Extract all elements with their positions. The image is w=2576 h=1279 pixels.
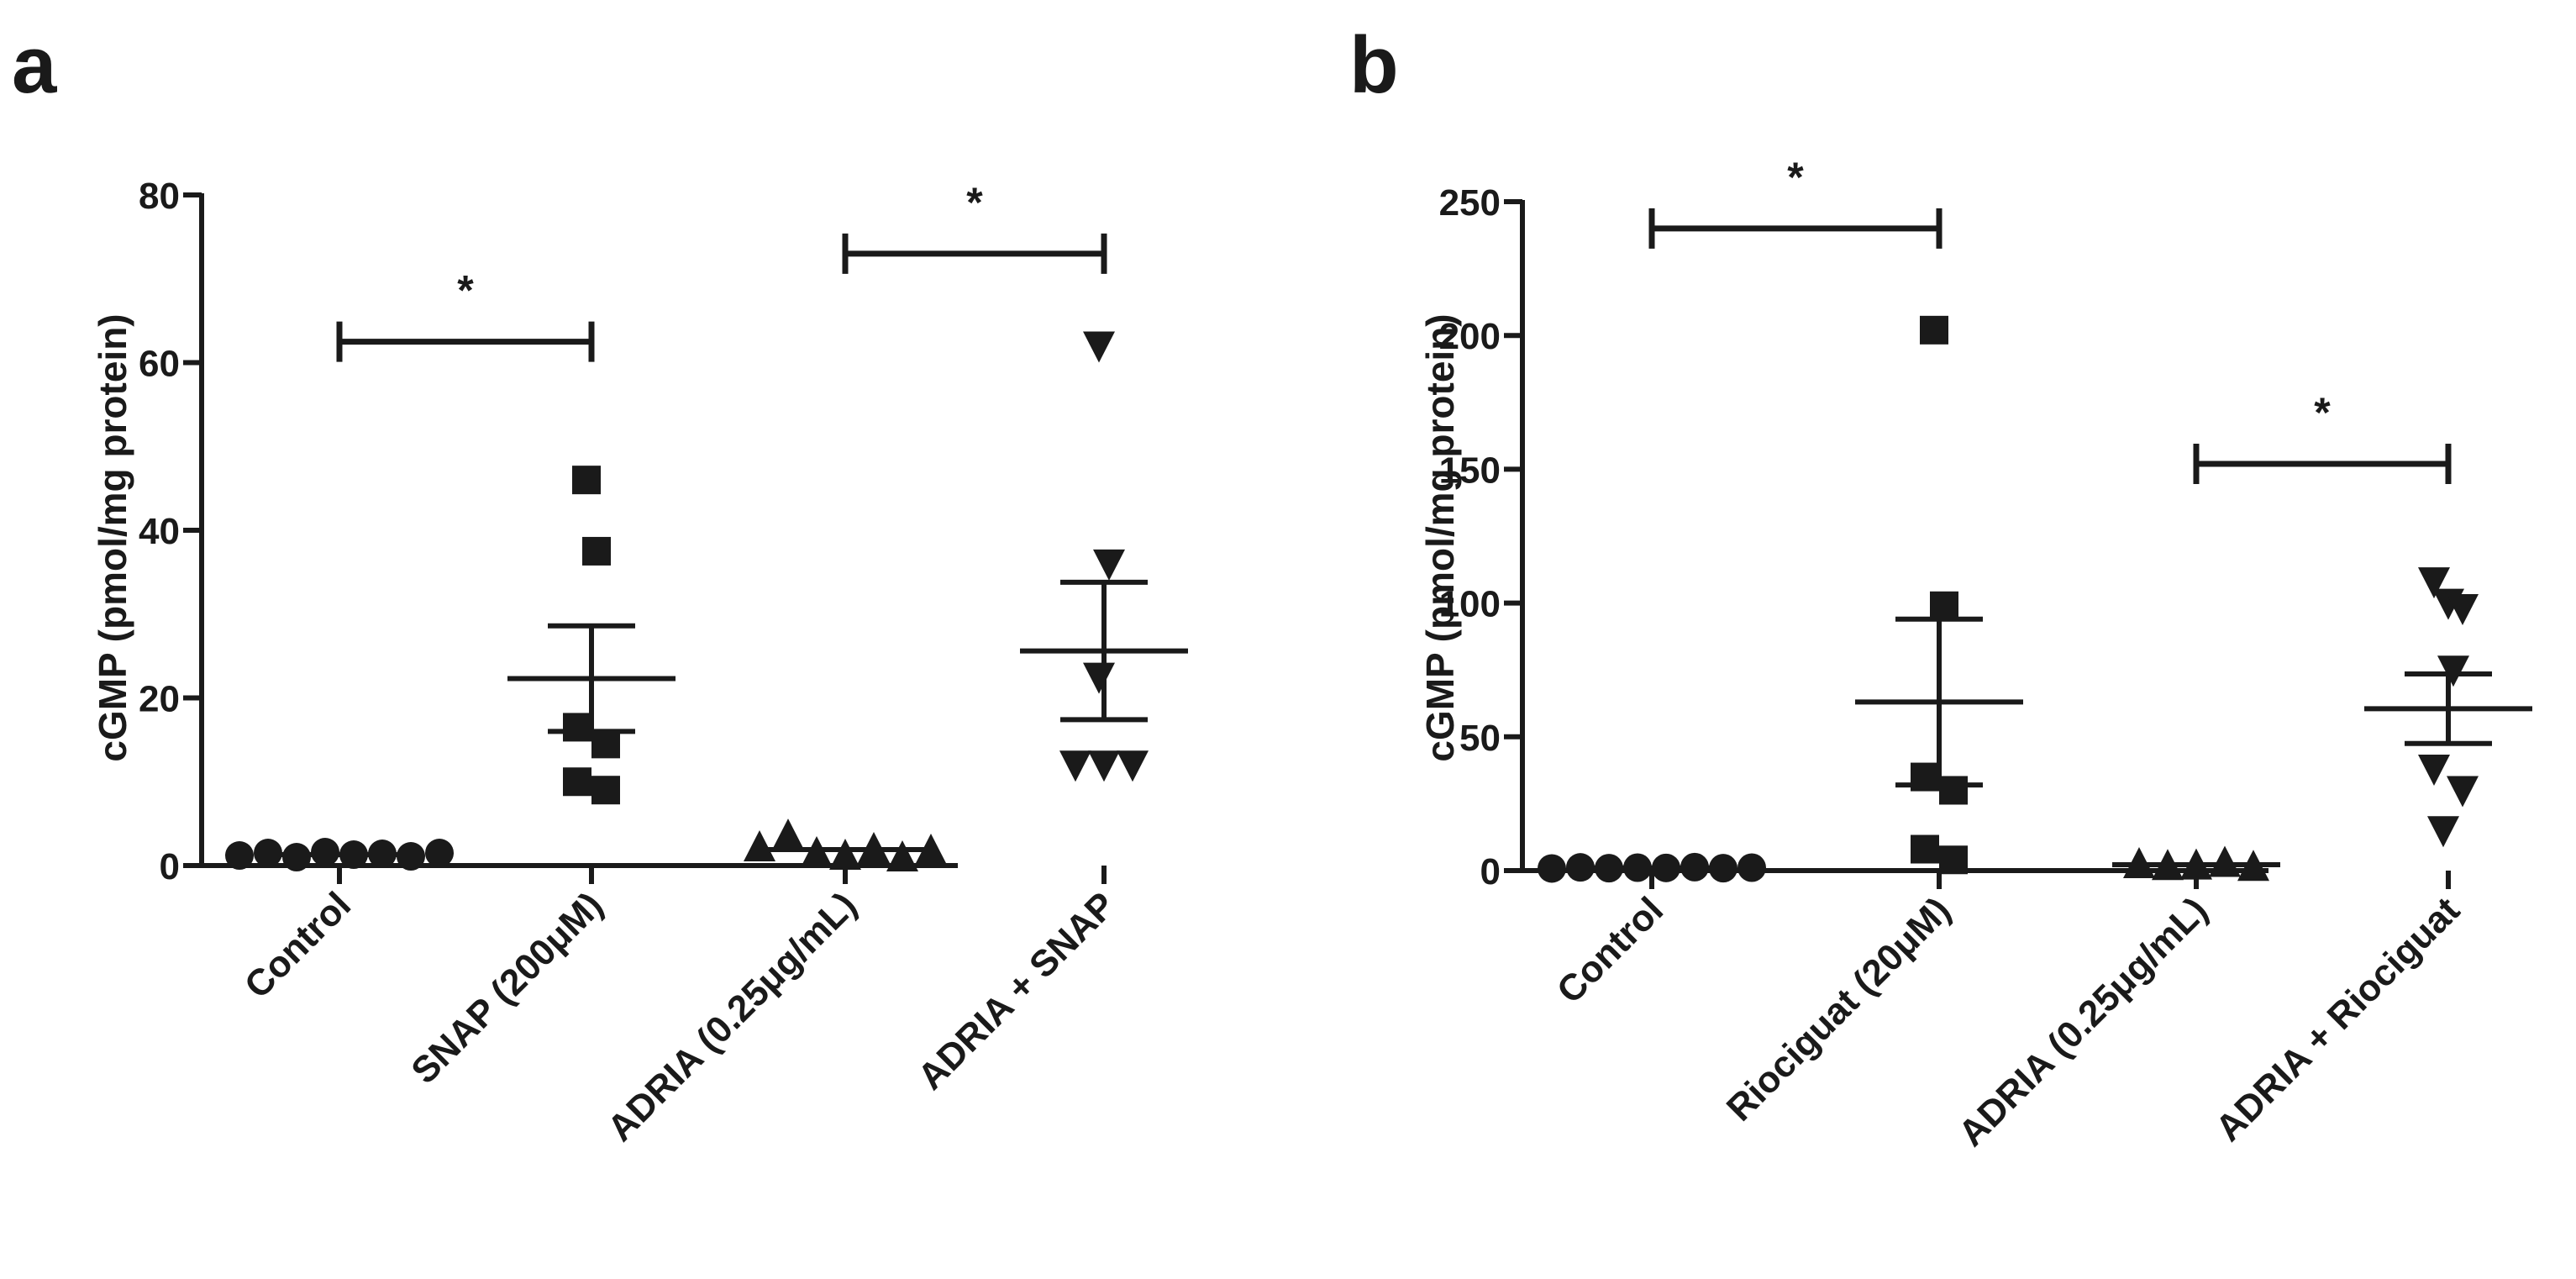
data-point	[1083, 662, 1115, 694]
data-point	[225, 841, 254, 871]
data-point	[572, 466, 601, 495]
significance-brackets-b: **	[1648, 154, 2452, 485]
data-point	[1737, 853, 1766, 882]
y-tick-label: 0	[1480, 851, 1501, 892]
category-label: Riociguat (20μM)	[1719, 889, 1958, 1129]
category-label: Control	[1549, 889, 1671, 1011]
data-point	[772, 818, 804, 850]
data-point	[563, 767, 591, 797]
data-point	[591, 776, 620, 805]
significance-brackets-a: **	[336, 179, 1107, 362]
axes-a	[199, 193, 958, 868]
data-point	[2447, 593, 2479, 625]
data-point	[1538, 854, 1566, 883]
data-point	[2209, 845, 2241, 877]
data-point	[1920, 315, 1948, 345]
data-point	[2418, 755, 2450, 787]
data-point	[1939, 776, 1968, 805]
category-label: ADRIA + Riociguat	[2208, 889, 2468, 1149]
y-axis-label-a: cGMP (pmol/mg protein)	[91, 313, 134, 761]
category-label: ADRIA + SNAP	[910, 884, 1123, 1097]
y-tick-label: 150	[1439, 450, 1501, 491]
y-tick-label: 60	[139, 344, 180, 385]
panel-b: b cGMP (pmol/mg protein) 0 50 100 150 200 250…	[1349, 20, 2532, 1155]
category-label: SNAP (200μM)	[403, 884, 611, 1092]
y-tick-label: 40	[139, 511, 180, 552]
significance-star: *	[457, 267, 474, 314]
data-point	[1059, 750, 1091, 782]
y-tick-label: 50	[1459, 718, 1501, 759]
y-ticks-a: 0 20 40 60 80	[139, 176, 202, 887]
category-labels-b: Control Riociguat (20μM)ADRIA (0.25μg/mL)…	[1549, 871, 2468, 1155]
mean-sem-bars-b	[1568, 616, 2532, 871]
category-label: Control	[237, 884, 359, 1006]
data-point	[915, 834, 947, 866]
data-point	[425, 839, 454, 868]
data-point	[2427, 816, 2459, 848]
category-label: ADRIA (0.25μg/mL)	[600, 884, 865, 1149]
data-point	[2418, 567, 2450, 599]
data-point	[2437, 655, 2469, 687]
data-point	[1930, 591, 1958, 620]
y-ticks-b: 0 50 100 150 200 250	[1439, 182, 1522, 892]
data-point	[582, 536, 611, 566]
y-tick-label: 20	[139, 679, 180, 720]
data-points-b	[1538, 315, 2479, 883]
data-point	[1117, 750, 1149, 782]
mean-sem-bars-a	[255, 579, 1188, 858]
data-point	[829, 839, 861, 871]
y-tick-label: 100	[1439, 584, 1501, 625]
category-label: ADRIA (0.25μg/mL)	[1951, 889, 2216, 1154]
data-point	[563, 713, 591, 742]
data-point	[886, 840, 918, 872]
y-tick-label: 80	[139, 176, 180, 217]
panel-label-b: b	[1349, 20, 1399, 110]
significance-star: *	[966, 179, 983, 226]
category-labels-a: Control SNAP (200μM)ADRIA (0.25μg/mL) ADRI…	[237, 866, 1123, 1150]
axes-b	[1520, 200, 2268, 873]
data-points-a	[225, 331, 1149, 872]
data-point	[591, 729, 620, 759]
significance-star: *	[1787, 154, 1804, 201]
data-point	[1088, 750, 1120, 782]
panel-label-a: a	[12, 20, 57, 110]
data-point	[1093, 549, 1125, 581]
y-tick-label: 200	[1439, 316, 1501, 357]
y-axis-label-b: cGMP (pmol/mg protein)	[1418, 313, 1462, 761]
data-point	[744, 830, 775, 862]
y-tick-label: 250	[1439, 182, 1501, 224]
data-point	[1083, 331, 1115, 363]
y-tick-label: 0	[160, 846, 180, 887]
significance-star: *	[2314, 389, 2331, 436]
data-point	[1939, 845, 1968, 875]
data-point	[1911, 834, 1939, 864]
data-point	[2447, 776, 2479, 808]
